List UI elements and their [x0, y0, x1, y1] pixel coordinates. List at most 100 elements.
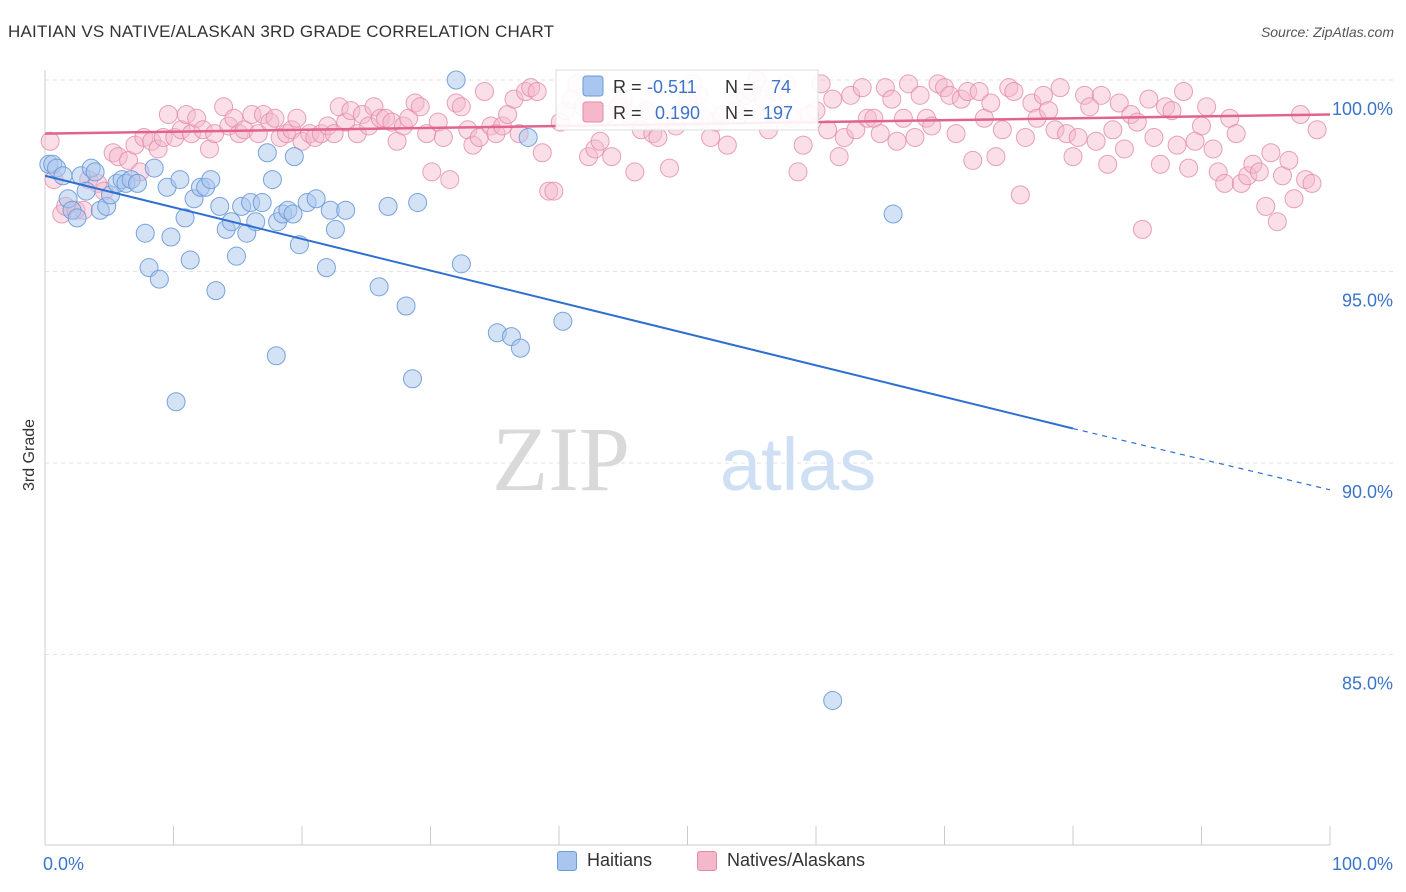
natives-alaskans-point	[287, 108, 307, 128]
natives-alaskans-point	[181, 124, 201, 144]
natives-alaskans-point	[1103, 120, 1123, 140]
legend-n-value-1: 74	[771, 77, 791, 97]
haitians-point	[180, 250, 200, 270]
haitians-point	[170, 170, 190, 190]
haitians-point	[175, 208, 195, 228]
natives-alaskans-point	[834, 127, 854, 147]
legend-r-value-1: -0.511	[647, 77, 697, 97]
natives-alaskans-point	[248, 124, 268, 144]
haitians-point	[883, 204, 903, 224]
x-tick-label: 100.0%	[1332, 854, 1393, 874]
haitians-point	[135, 223, 155, 243]
haitians-point	[306, 189, 326, 209]
natives-alaskans-point	[1132, 219, 1152, 239]
haitians-point	[284, 147, 304, 167]
natives-alaskans-point	[1226, 124, 1246, 144]
haitians-point	[446, 70, 466, 90]
haitians-point	[316, 258, 336, 278]
haitians-point	[226, 246, 246, 266]
natives-alaskans-point	[818, 120, 838, 140]
natives-alaskans-point	[410, 97, 430, 117]
natives-alaskans-point	[648, 127, 668, 147]
natives-alaskans-point	[433, 127, 453, 147]
haitians-point	[262, 170, 282, 190]
natives-alaskans-point	[422, 162, 442, 182]
natives-alaskans-point	[463, 135, 483, 155]
haitians-point	[283, 204, 303, 224]
y-tick-label: 85.0%	[1342, 674, 1393, 694]
natives-alaskans-point	[940, 85, 960, 105]
natives-alaskans-point	[1267, 212, 1287, 232]
series-legend: Haitians Natives/Alaskans	[0, 850, 1406, 880]
haitians-point	[510, 338, 530, 358]
natives-alaskans-point	[176, 104, 196, 124]
natives-alaskans-point	[1208, 162, 1228, 182]
natives-alaskans-point	[841, 85, 861, 105]
y-axis-label: 3rd Grade	[21, 419, 38, 491]
natives-alaskans-point	[341, 101, 361, 121]
natives-alaskans-point	[1068, 127, 1088, 147]
natives-alaskans-point	[910, 85, 930, 105]
natives-alaskans-point	[229, 124, 249, 144]
legend-n-label-2: N =	[725, 103, 754, 123]
x-tick-label: 0.0%	[43, 854, 84, 874]
haitians-point	[252, 193, 272, 213]
natives-alaskans-point	[1256, 196, 1276, 216]
natives-alaskans-point	[1167, 135, 1187, 155]
natives-alaskans-point	[1144, 127, 1164, 147]
natives-alaskans-point	[579, 147, 599, 167]
haitians-point	[257, 143, 277, 163]
legend-r-label-2: R =	[613, 103, 642, 123]
natives-alaskans-point	[857, 108, 877, 128]
natives-alaskans-point	[992, 120, 1012, 140]
natives-alaskans-point	[187, 108, 207, 128]
natives-alaskans-point	[1238, 166, 1258, 186]
natives-alaskans-point	[899, 74, 919, 94]
natives-alaskans-point	[1261, 143, 1281, 163]
natives-alaskans-point	[1086, 131, 1106, 151]
trend-lines	[44, 113, 1331, 491]
natives-alaskans-point	[823, 89, 843, 109]
haitians-point	[210, 196, 230, 216]
haitians-point	[161, 227, 181, 247]
natives-alaskans-point	[1109, 93, 1129, 113]
haitians-point	[67, 208, 87, 228]
natives-alaskans-point	[999, 78, 1019, 98]
natives-alaskans-point	[1039, 101, 1059, 121]
legend-swatch-natives	[697, 850, 717, 871]
natives-alaskans-point	[486, 124, 506, 144]
natives-alaskans-point	[1080, 97, 1100, 117]
natives-alaskans-point	[253, 104, 273, 124]
natives-alaskans-point	[1231, 173, 1251, 193]
natives-alaskans-point	[539, 181, 559, 201]
natives-alaskans-point	[875, 78, 895, 98]
haitians-point	[518, 127, 538, 147]
natives-alaskans-point	[199, 139, 219, 159]
source-label: Source: ZipAtlas.com	[1260, 24, 1394, 40]
natives-alaskans-point	[148, 139, 168, 159]
natives-alaskans-point	[852, 78, 872, 98]
natives-alaskans-point	[1302, 173, 1322, 193]
legend-swatch-haitians	[557, 850, 577, 871]
haitians-point	[408, 193, 428, 213]
natives-alaskans-point	[1127, 112, 1147, 132]
natives-alaskans-point	[1057, 124, 1077, 144]
natives-alaskans-point	[887, 131, 907, 151]
natives-alaskans-point	[1179, 158, 1199, 178]
haitians-point	[201, 170, 221, 190]
natives-alaskans-point	[1098, 154, 1118, 174]
natives-alaskans-point	[602, 147, 622, 167]
natives-alaskans-point	[364, 97, 384, 117]
natives-alaskans-point	[527, 81, 547, 101]
haitians-point	[325, 219, 345, 239]
natives-alaskans-point	[336, 112, 356, 132]
haitians-points	[39, 70, 903, 710]
natives-alaskans-point	[1150, 154, 1170, 174]
legend-item-haitians[interactable]: Haitians	[557, 850, 652, 871]
legend-item-natives[interactable]: Natives/Alaskans	[697, 850, 865, 871]
natives-alaskans-point	[1162, 101, 1182, 121]
chart-title: HAITIAN VS NATIVE/ALASKAN 3RD GRADE CORR…	[8, 22, 555, 41]
natives-alaskans-point	[370, 108, 390, 128]
legend-label-haitians: Haitians	[587, 850, 653, 870]
